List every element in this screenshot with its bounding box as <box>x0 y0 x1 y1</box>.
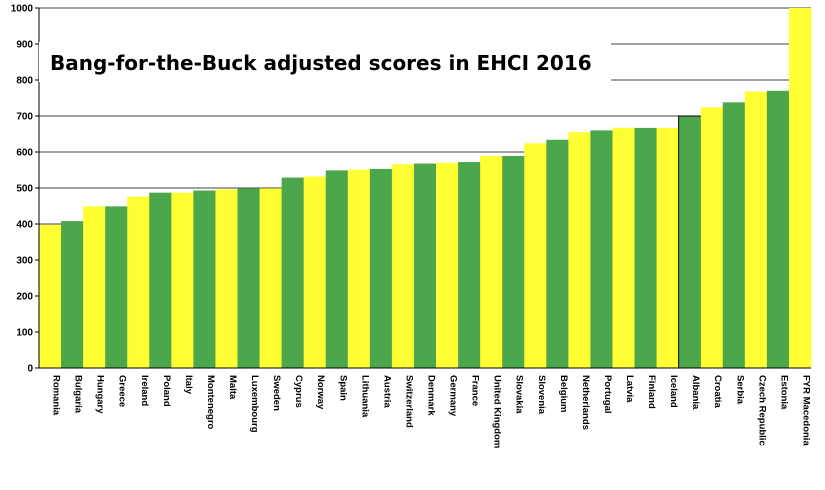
x-tick-label: Malta <box>227 375 238 400</box>
y-tick-label: 500 <box>16 184 33 195</box>
bar-estonia <box>766 90 790 369</box>
bar-spain <box>325 170 349 368</box>
x-tick-label: Switzerland <box>403 375 414 428</box>
bar-cyprus <box>281 177 305 368</box>
x-tick-label: Hungary <box>95 375 106 414</box>
x-tick-label: Poland <box>161 375 172 407</box>
x-tick-label: Luxembourg <box>249 375 260 433</box>
bar-slovenia <box>524 143 547 368</box>
x-tick-label: Germany <box>448 375 459 417</box>
bar-united-kingdom <box>480 155 503 368</box>
x-tick-label: United Kingdom <box>492 375 503 448</box>
y-tick-label: 400 <box>16 220 33 231</box>
x-tick-label: Serbia <box>734 375 745 405</box>
bar-iceland <box>656 127 680 368</box>
y-axis-ticks: 0 100 200 300 400 500 600 700 800 900 1000 <box>11 4 39 375</box>
x-tick-label: Belgium <box>558 375 569 412</box>
bar-montenegro <box>193 190 216 368</box>
bar-finland <box>634 127 657 368</box>
x-tick-label: Albania <box>690 375 701 410</box>
bar-denmark <box>413 163 437 368</box>
bar-norway <box>303 176 327 368</box>
x-tick-label: Finland <box>646 375 657 409</box>
x-tick-label: France <box>470 375 481 406</box>
bar-albania <box>678 115 702 369</box>
x-tick-label: Latvia <box>624 375 635 403</box>
y-tick-label: 700 <box>16 112 33 123</box>
x-tick-label: Portugal <box>602 375 613 414</box>
x-tick-label: Romania <box>51 375 62 416</box>
bar-sweden <box>259 188 283 368</box>
y-tick-label: 600 <box>16 148 33 159</box>
bar-czech-republic <box>744 91 768 369</box>
y-tick-label: 200 <box>16 292 33 303</box>
y-tick-label: 900 <box>16 40 33 51</box>
bar-belgium <box>546 139 569 368</box>
x-tick-label: Netherlands <box>580 375 591 430</box>
bar-switzerland <box>391 164 415 368</box>
bar-serbia <box>722 102 746 368</box>
x-tick-label: Lithuania <box>359 375 370 418</box>
y-tick-label: 800 <box>16 76 33 87</box>
x-tick-label: Sweden <box>271 375 282 411</box>
y-tick-label: 100 <box>16 328 33 339</box>
x-tick-label: Estonia <box>778 375 789 410</box>
y-tick-label: 0 <box>27 364 33 375</box>
x-tick-label: Austria <box>381 375 392 408</box>
x-tick-label: Cyprus <box>293 375 304 408</box>
bar-malta <box>215 189 238 368</box>
bar-luxembourg <box>237 188 260 368</box>
chart-title: Bang-for-the-Buck adjusted scores in EHC… <box>50 51 592 75</box>
x-tick-label: Bulgaria <box>73 375 84 414</box>
bar-poland <box>149 192 172 368</box>
x-tick-label: Norway <box>315 375 326 410</box>
x-tick-label: Czech Republic <box>756 375 767 446</box>
bar-romania <box>39 224 62 368</box>
bar-greece <box>105 206 128 368</box>
x-tick-label: Italy <box>183 375 194 395</box>
y-tick-label: 300 <box>16 256 33 267</box>
bar-germany <box>436 162 459 368</box>
bar-slovakia <box>502 155 525 368</box>
bar-fyr-macedonia <box>788 8 812 368</box>
x-tick-label: Denmark <box>426 375 437 416</box>
x-tick-label: Spain <box>337 375 348 401</box>
bar-austria <box>369 168 393 368</box>
bar-latvia <box>612 127 635 368</box>
y-tick-label: 1000 <box>11 4 34 15</box>
bar-bulgaria <box>61 221 84 368</box>
bars <box>39 8 812 369</box>
x-tick-label: Iceland <box>668 375 679 408</box>
title-box <box>39 42 611 82</box>
bar-italy <box>171 192 194 368</box>
bar-france <box>458 162 481 368</box>
x-axis-labels: Romania Bulgaria Hungary Greece Ireland Polan… <box>51 375 812 448</box>
x-tick-label: FYR Macedonia <box>800 375 811 446</box>
bar-portugal <box>590 130 613 368</box>
x-tick-label: Ireland <box>139 375 150 406</box>
x-tick-label: Montenegro <box>205 375 216 430</box>
x-tick-label: Slovenia <box>536 375 547 415</box>
bar-croatia <box>700 107 724 369</box>
bar-lithuania <box>347 169 371 368</box>
bar-netherlands <box>568 132 591 368</box>
bar-ireland <box>127 196 150 368</box>
x-tick-label: Greece <box>117 375 128 407</box>
x-tick-label: Croatia <box>712 375 723 408</box>
x-tick-label: Slovakia <box>514 375 525 414</box>
bar-hungary <box>83 206 106 368</box>
